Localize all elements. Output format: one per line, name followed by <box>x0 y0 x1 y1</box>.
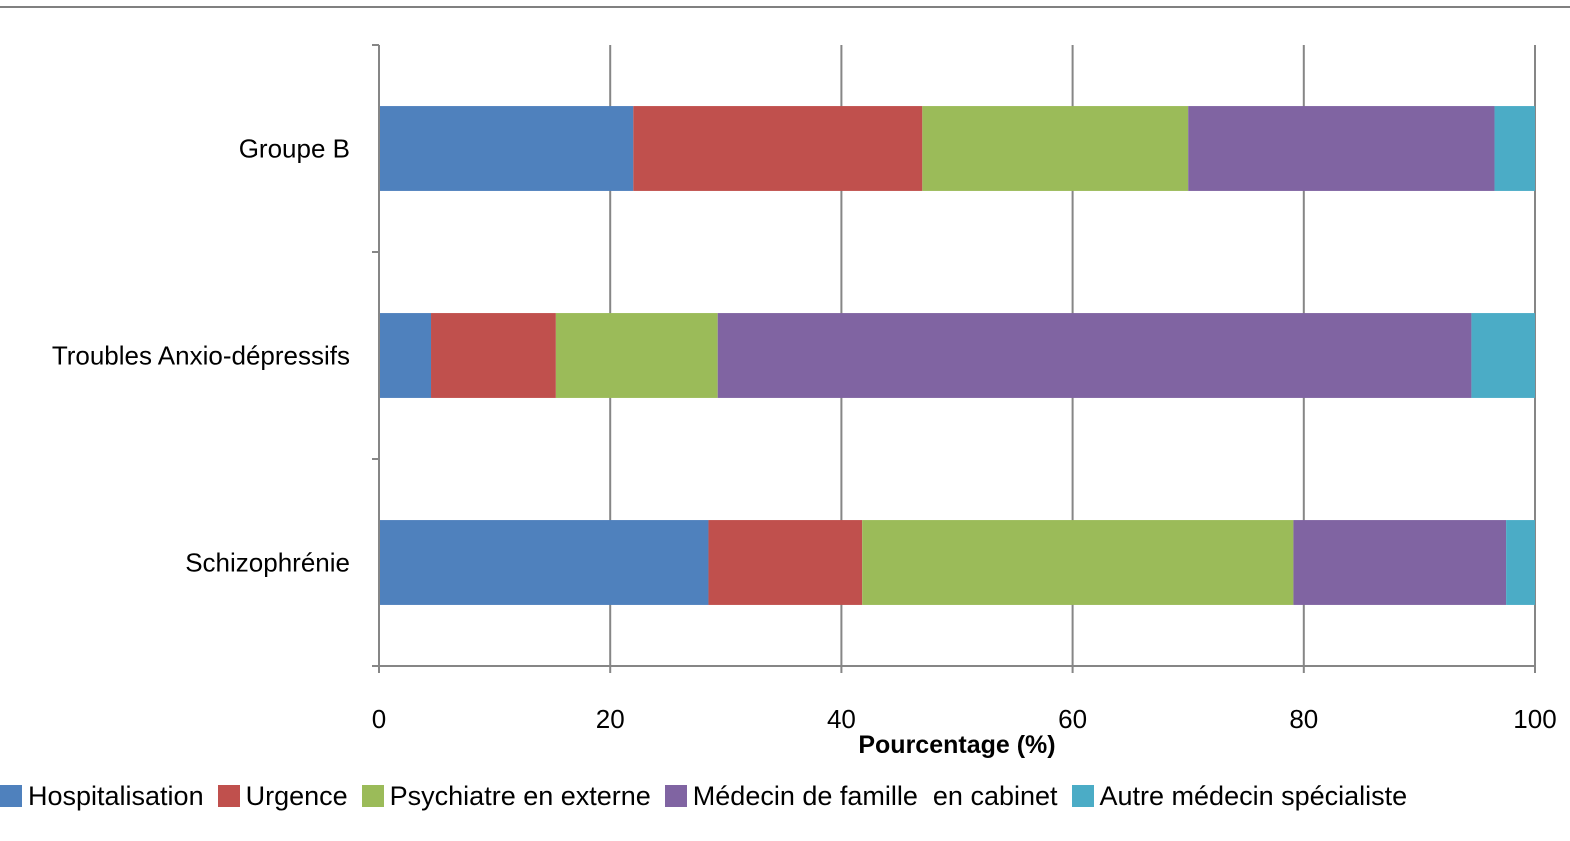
bar-segment <box>379 520 709 605</box>
legend-label: Médecin de famille en cabinet <box>692 780 1058 811</box>
legend-label: Autre médecin spécialiste <box>1099 780 1408 811</box>
legend-swatch <box>217 785 240 807</box>
stacked-bar-chart: Schizophrénie Troubles Anxio-dépressifs Gr… <box>0 6 1570 759</box>
legend: Hospitalisation Urgence Psychiatre en exte… <box>0 776 1421 816</box>
legend-label: Psychiatre en externe <box>389 780 651 811</box>
legend-swatch <box>1071 785 1094 807</box>
bar-segment <box>862 520 1294 605</box>
legend-item: Autre médecin spécialiste <box>1071 780 1408 812</box>
legend-item: Psychiatre en externe <box>361 780 651 812</box>
bar-segment <box>1293 520 1507 605</box>
bar-segment <box>379 106 634 191</box>
axes <box>372 44 1536 673</box>
legend-item: Hospitalisation <box>0 781 204 812</box>
x-tick-label-20: 20 <box>596 704 625 734</box>
bar-segment <box>379 313 432 398</box>
bar-segment <box>717 313 1472 398</box>
category-label: Troubles Anxio-dépressifs <box>52 341 350 371</box>
x-tick-label-80: 80 <box>1289 704 1318 734</box>
bar-segment <box>708 520 863 605</box>
bar-segment <box>633 106 923 191</box>
bar-segment <box>1471 313 1535 398</box>
x-tick-label-100: 100 <box>1513 704 1556 734</box>
x-tick-label-60: 60 <box>1058 704 1087 734</box>
bar-segment <box>1506 520 1535 605</box>
legend-label: Urgence <box>245 780 348 811</box>
category-label: Schizophrénie <box>185 548 350 578</box>
category-labels: Schizophrénie Troubles Anxio-dépressifs Gr… <box>52 134 350 578</box>
category-label: Groupe B <box>239 134 350 164</box>
legend-item: Urgence <box>217 780 348 812</box>
x-tick-label-40: 40 <box>827 704 856 734</box>
tick-labels: 0 20 40 60 80 100 <box>372 704 1557 734</box>
bar-segment <box>1188 106 1495 191</box>
bar-segment <box>431 313 556 398</box>
bar-segment <box>1494 106 1535 191</box>
legend-label: Hospitalisation <box>28 780 204 811</box>
bar-segment <box>555 313 718 398</box>
bars <box>379 106 1535 605</box>
legend-swatch <box>0 785 22 807</box>
bar-segment <box>922 106 1189 191</box>
legend-swatch <box>664 785 687 807</box>
legend-swatch <box>361 785 384 807</box>
legend-item: Médecin de famille en cabinet <box>664 780 1058 812</box>
x-tick-label-0: 0 <box>372 704 386 734</box>
x-axis-title: Pourcentage (%) <box>858 731 1055 759</box>
